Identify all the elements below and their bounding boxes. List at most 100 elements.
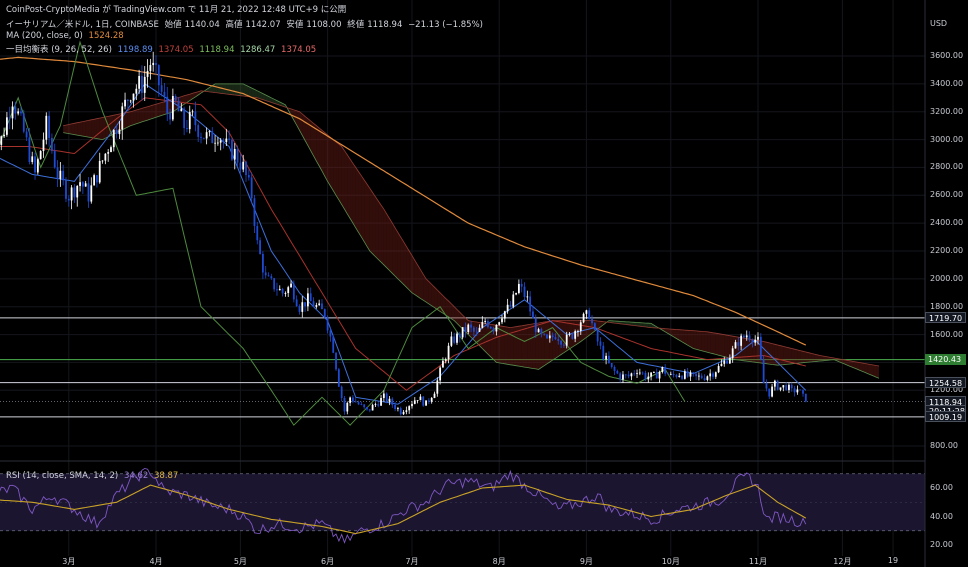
ichimoku-legend[interactable]: 一目均衡表 (9, 26, 52, 26) 1198.89 1374.05 11… xyxy=(6,43,319,55)
candle-body xyxy=(419,396,422,401)
candle-body xyxy=(337,369,340,387)
candle-body xyxy=(698,375,700,377)
candle-body xyxy=(385,393,388,402)
cloud-segment xyxy=(246,85,249,97)
candle-body xyxy=(613,366,616,371)
candle-body xyxy=(728,357,731,364)
candle-body xyxy=(582,313,585,323)
cloud-segment xyxy=(381,205,384,265)
candle-body xyxy=(661,366,664,372)
cloud-segment xyxy=(859,362,863,372)
source-line: CoinPost-CryptoMedia が TradingView.com で… xyxy=(6,3,349,15)
candle-body xyxy=(442,360,444,368)
cloud-segment xyxy=(426,278,429,304)
cloud-segment xyxy=(265,95,269,102)
candle-body xyxy=(138,76,141,89)
candle-body xyxy=(416,400,419,401)
cloud-segment xyxy=(243,83,247,97)
cloud-segment xyxy=(102,116,106,140)
cloud-segment xyxy=(648,323,652,328)
candle-body xyxy=(284,293,287,294)
candle-body xyxy=(48,115,51,138)
cloud-segment xyxy=(229,83,232,95)
cloud-segment xyxy=(127,111,131,128)
time-tick-label: 3月 xyxy=(62,557,76,566)
rsi-tick-label: 60.00 xyxy=(930,483,953,492)
cloud-segment xyxy=(788,347,792,365)
cloud-segment xyxy=(499,325,503,364)
cloud-segment xyxy=(392,223,396,277)
candle-body xyxy=(332,336,335,353)
candle-body xyxy=(641,372,644,374)
cloud-segment xyxy=(876,365,879,379)
candle-body xyxy=(98,160,101,183)
candle-body xyxy=(59,170,62,179)
candle-body xyxy=(301,302,304,312)
candle-body xyxy=(669,373,672,375)
candle-body xyxy=(14,106,17,114)
candle-body xyxy=(270,276,273,279)
cloud-segment xyxy=(864,363,868,374)
candle-body xyxy=(515,293,517,295)
cloud-segment xyxy=(336,141,339,200)
cloud-segment xyxy=(347,154,351,219)
ma-legend[interactable]: MA (200, close, 0) 1524.28 xyxy=(6,31,127,41)
candle-body xyxy=(307,293,309,307)
cloud-segment xyxy=(420,269,424,301)
cloud-segment xyxy=(291,108,294,121)
cloud-segment xyxy=(696,330,699,350)
cloud-segment xyxy=(414,260,418,297)
cloud-segment xyxy=(366,184,370,251)
cloud-segment xyxy=(184,95,187,105)
candle-body xyxy=(588,310,591,319)
candle-body xyxy=(717,366,720,373)
candle-body xyxy=(335,352,337,370)
candle-body xyxy=(0,136,3,145)
grid-lines xyxy=(0,0,925,556)
cloud-segment xyxy=(676,329,680,341)
cloud-segment xyxy=(310,121,314,156)
price-badge: 1420.43 xyxy=(925,354,966,366)
candle-body xyxy=(779,387,782,390)
cloud-segment xyxy=(637,322,640,327)
ichimoku-lines xyxy=(0,40,807,426)
time-tick-label: 4月 xyxy=(149,557,163,566)
candle-body xyxy=(743,335,745,338)
cloud-segment xyxy=(670,329,674,337)
candle-body xyxy=(546,334,548,339)
price-tick-label: 2000.00 xyxy=(930,273,964,283)
cloud-segment xyxy=(369,188,373,254)
price-tick-label: 800.00 xyxy=(930,441,958,450)
candle-body xyxy=(413,400,416,404)
ichimoku-legend-label: 一目均衡表 (9, 26, 52, 26) xyxy=(6,45,112,55)
candle-body xyxy=(799,389,802,391)
candle-body xyxy=(143,76,146,93)
cloud-segment xyxy=(355,167,359,233)
cloud-segment xyxy=(684,330,688,346)
cloud-segment xyxy=(147,105,151,121)
cloud-segment xyxy=(600,321,604,327)
candle-body xyxy=(214,142,216,144)
candle-body xyxy=(110,147,112,153)
rsi-legend[interactable]: RSI (14, close, SMA, 14, 2) 34.62 38.87 xyxy=(6,471,181,481)
candle-body xyxy=(304,302,306,307)
cloud-segment xyxy=(639,322,643,327)
cloud-segment xyxy=(625,321,629,325)
candle-body xyxy=(675,375,678,377)
cloud-segment xyxy=(338,144,342,205)
candle-body xyxy=(90,185,93,202)
candle-body xyxy=(121,106,124,130)
cloud-segment xyxy=(724,334,728,358)
candle-body xyxy=(467,324,470,333)
candle-body xyxy=(622,374,624,380)
cloud-segment xyxy=(96,118,100,140)
candle-body xyxy=(405,410,408,412)
candle-body xyxy=(790,384,793,389)
candle-body xyxy=(683,371,686,379)
cloud-segment xyxy=(569,320,573,349)
candle-body xyxy=(155,62,157,66)
cloud-segment xyxy=(150,105,154,120)
candle-body xyxy=(689,372,692,377)
cloud-segment xyxy=(395,227,398,279)
